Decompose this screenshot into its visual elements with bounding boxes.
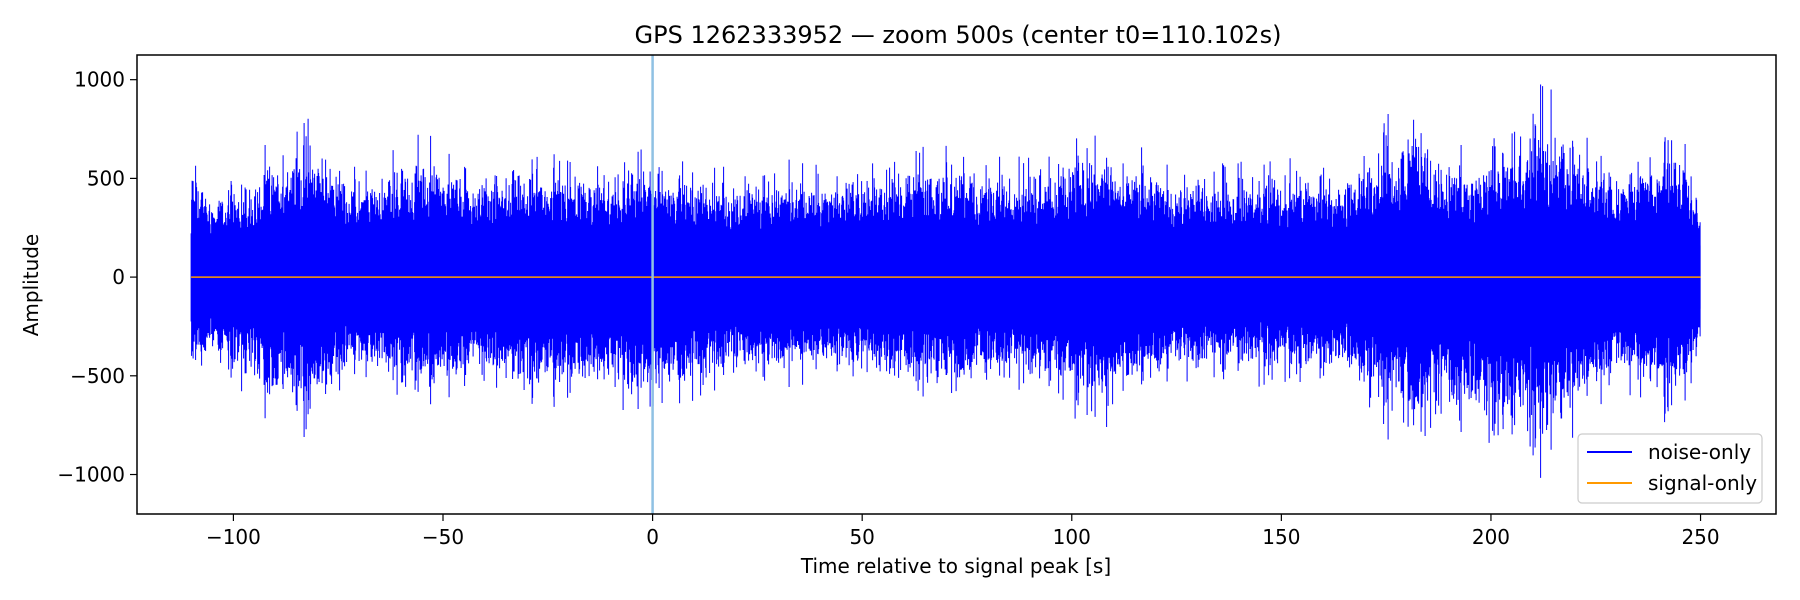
legend-label-noise-only: noise-only	[1648, 440, 1751, 464]
y-tick-label: −500	[70, 364, 125, 388]
x-axis-label: Time relative to signal peak [s]	[800, 554, 1111, 578]
x-tick-label: 150	[1262, 525, 1300, 549]
plot-area	[190, 55, 1701, 514]
legend: noise-only signal-only	[1577, 433, 1763, 504]
y-tick-label: 1000	[74, 68, 125, 92]
axes-frame	[136, 54, 1777, 515]
x-tick-label: 200	[1472, 525, 1510, 549]
legend-label-signal-only: signal-only	[1648, 471, 1757, 495]
x-tick-label: 0	[646, 525, 659, 549]
x-tick-label: −50	[422, 525, 464, 549]
x-tick-label: 250	[1681, 525, 1719, 549]
x-tick-label: −100	[206, 525, 261, 549]
y-tick-label: 500	[87, 166, 125, 190]
x-tick-label: 100	[1053, 525, 1091, 549]
y-axis-label: Amplitude	[19, 234, 43, 337]
y-tick-label: −1000	[57, 463, 125, 487]
y-tick-label: 0	[112, 265, 125, 289]
y-axis: 1000 500 0 −500 −1000	[57, 68, 137, 487]
x-tick-label: 50	[849, 525, 874, 549]
chart-title: GPS 1262333952 — zoom 500s (center t0=11…	[635, 21, 1282, 49]
x-axis: −100 −50 0 50 100 150 200 250	[206, 514, 1720, 549]
